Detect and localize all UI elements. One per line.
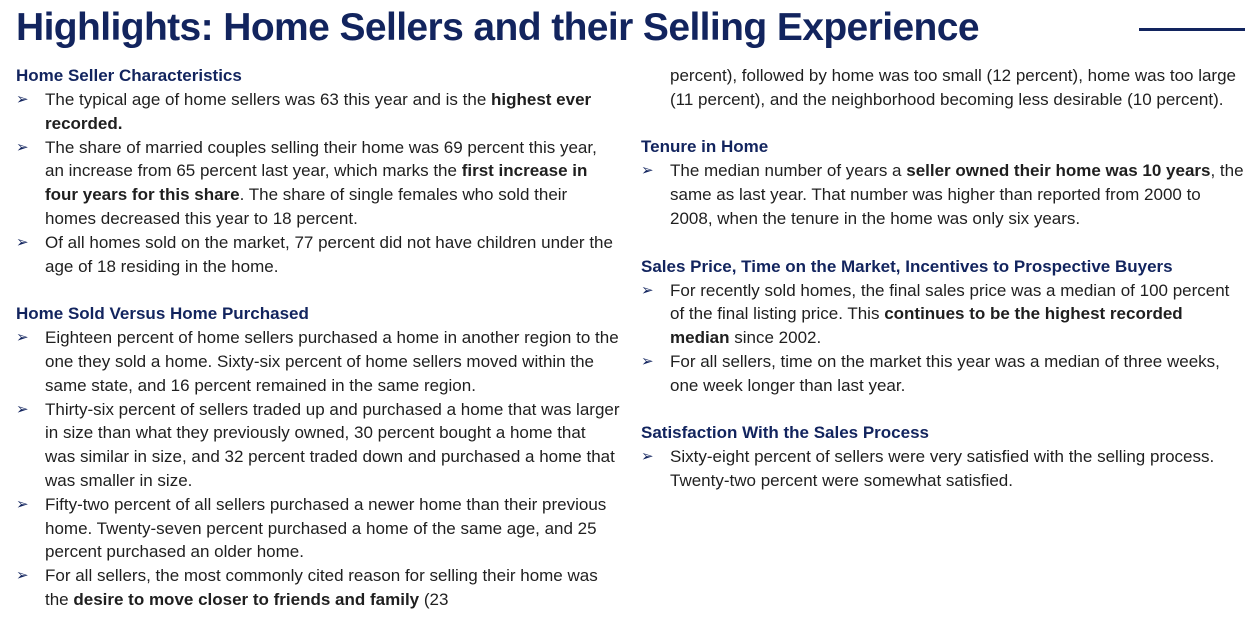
section-heading-satisfaction: Satisfaction With the Sales Process [641,423,929,443]
list-item: ➢ Of all homes sold on the market, 77 pe… [16,231,620,279]
bullet-emphasis: continues to be the highest recorded med… [670,304,1183,348]
arrow-bullet-icon: ➢ [641,351,654,370]
list-item: ➢ For recently sold homes, the final sal… [641,279,1245,350]
bullet-continuation: percent), followed by home was too small… [670,66,1236,109]
sales-price-list: ➢ For recently sold homes, the final sal… [641,279,1245,398]
bullet-text: , the same as last year. That number was… [670,161,1244,228]
bullet-emphasis: seller owned their home was 10 years [906,161,1211,181]
list-item: ➢ Eighteen percent of home sellers purch… [16,326,620,397]
arrow-bullet-icon: ➢ [641,280,654,299]
arrow-bullet-icon: ➢ [16,566,29,585]
bullet-text: (23 [419,589,449,609]
list-item: ➢ For all sellers, time on the market th… [641,350,1245,398]
list-item: ➢ Fifty-two percent of all sellers purch… [16,493,620,564]
bullet-text: Eighteen percent of home sellers purchas… [45,328,619,395]
list-item: ➢ The share of married couples selling t… [16,136,620,231]
page-title: Highlights: Home Sellers and their Selli… [16,6,980,49]
bullet-text: since 2002. [729,328,822,348]
bullet-text: Thirty-six percent of sellers traded up … [45,399,620,490]
bullet-text: Fifty-two percent of all sellers purchas… [45,494,607,562]
right-column: percent), followed by home was too small… [641,64,1245,493]
satisfaction-list: ➢ Sixty-eight percent of sellers were ve… [641,445,1245,493]
arrow-bullet-icon: ➢ [16,137,29,156]
list-item: ➢ The median number of years a seller ow… [641,159,1245,230]
left-column: Home Seller Characteristics ➢ The typica… [16,64,620,612]
bullet-text: For recently sold homes, the final sales… [670,280,1230,324]
list-item: ➢ Sixty-eight percent of sellers were ve… [641,445,1245,493]
bullet-text: Sixty-eight percent of sellers were very… [670,447,1215,491]
arrow-bullet-icon: ➢ [641,161,654,180]
section-heading-sold-vs-purchased: Home Sold Versus Home Purchased [16,304,309,324]
arrow-bullet-icon: ➢ [16,399,29,418]
arrow-bullet-icon: ➢ [16,494,29,513]
arrow-bullet-icon: ➢ [641,447,654,466]
bullet-text: Of all homes sold on the market, 77 perc… [45,232,613,276]
bullet-text: . The share of single females who sold t… [45,185,568,228]
characteristics-list: ➢ The typical age of home sellers was 63… [16,88,620,278]
section-heading-characteristics: Home Seller Characteristics [16,66,242,85]
arrow-bullet-icon: ➢ [16,328,29,347]
bullet-text: The median number of years a [670,161,907,181]
bullet-text: The typical age of home sellers was 63 t… [45,90,492,109]
tenure-list: ➢ The median number of years a seller ow… [641,159,1245,230]
sold-vs-purchased-list: ➢ Eighteen percent of home sellers purch… [16,326,620,612]
title-rule-divider [1139,28,1245,31]
bullet-emphasis: highest ever recorded. [45,90,592,133]
section-heading-tenure: Tenure in Home [641,137,769,157]
list-item: ➢ For all sellers, the most commonly cit… [16,564,620,612]
bullet-text: For all sellers, the most commonly cited… [45,566,598,609]
list-item: ➢ Thirty-six percent of sellers traded u… [16,398,620,493]
arrow-bullet-icon: ➢ [16,90,29,108]
arrow-bullet-icon: ➢ [16,232,29,251]
bullet-emphasis: first increase in four years for this sh… [45,161,588,205]
bullet-emphasis: desire to move closer to friends and fam… [73,589,420,609]
list-item: ➢ The typical age of home sellers was 63… [16,88,620,136]
bullet-text: The share of married couples selling the… [45,137,597,181]
bullet-text: For all sellers, time on the market this… [670,351,1220,395]
section-heading-sales-price: Sales Price, Time on the Market, Incenti… [641,256,1173,276]
